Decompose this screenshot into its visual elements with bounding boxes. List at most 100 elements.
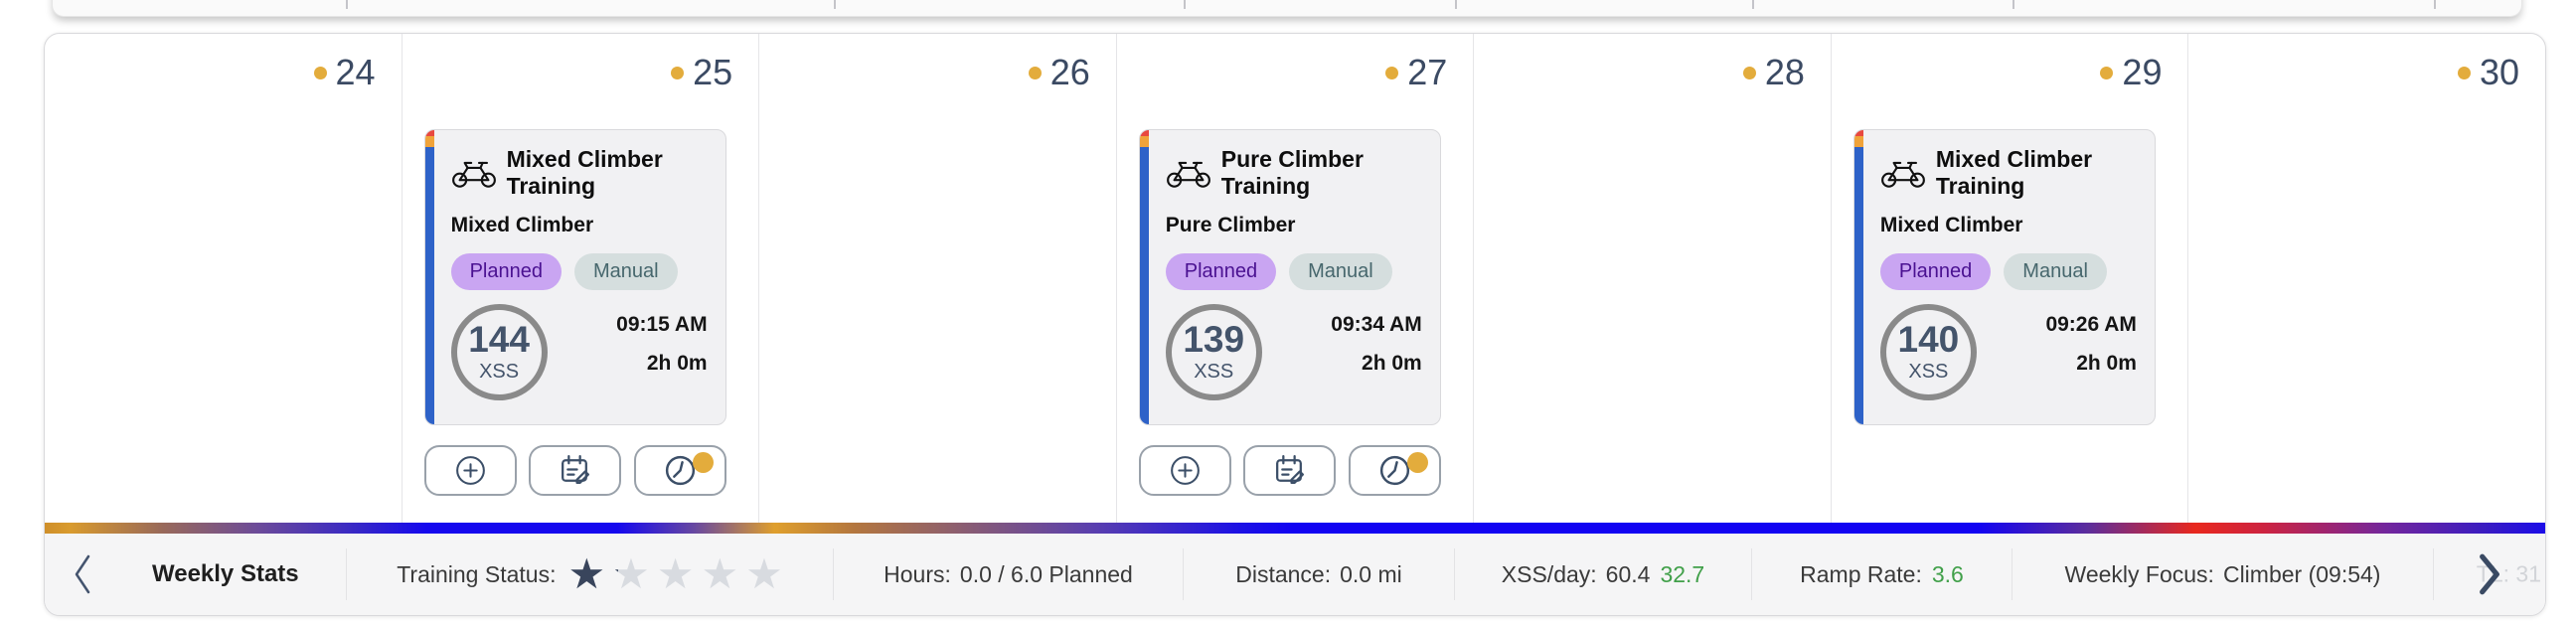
day-number: 27	[1407, 52, 1448, 92]
hours-label: Hours:	[884, 560, 951, 587]
day-cell-28[interactable]: 28	[1474, 34, 1832, 523]
divider	[834, 0, 836, 9]
day-header: 29	[1832, 34, 2188, 93]
clock-icon	[1379, 455, 1409, 486]
divider	[1751, 548, 1752, 600]
xss-per-day-value: 60.4	[1605, 560, 1651, 587]
workout-start-time: 09:34 AM	[1331, 313, 1422, 337]
workout-intensity-bar	[1139, 130, 1149, 424]
day-cell-25[interactable]: 25 Mixed Cli	[402, 34, 760, 523]
day-cell-24[interactable]: 24	[45, 34, 402, 523]
distance-section: Distance: 0.0 mi	[1184, 561, 1454, 588]
hours-value: 0.0 / 6.0 Planned	[959, 560, 1133, 587]
workout-intensity-bar	[1853, 130, 1863, 424]
workout-card[interactable]: Mixed Climber Training Mixed Climber Pla…	[1852, 129, 2156, 425]
badge-row: Planned Manual	[1879, 253, 2141, 291]
previous-week-button[interactable]	[71, 552, 94, 596]
planned-badge: Planned	[450, 253, 562, 291]
day-status-dot	[2458, 66, 2471, 79]
workout-card-body: Pure Climber Training Pure Climber Plann…	[1140, 130, 1440, 412]
weekly-focus-section: Weekly Focus: Climber (09:54)	[2012, 561, 2433, 588]
planned-badge: Planned	[1879, 253, 1992, 291]
xss-per-day-label: XSS/day:	[1501, 560, 1597, 587]
edit-plan-button[interactable]	[529, 445, 622, 496]
chevron-left-icon	[75, 554, 90, 594]
schedule-time-button[interactable]	[633, 445, 726, 496]
day-header: 26	[759, 34, 1116, 93]
xss-value: 144	[468, 319, 530, 361]
divider	[2433, 548, 2434, 600]
hours-section: Hours: 0.0 / 6.0 Planned	[834, 561, 1183, 588]
manual-badge: Manual	[573, 253, 678, 291]
distance-value: 0.0 mi	[1340, 560, 1402, 587]
divider	[346, 548, 347, 600]
day-cell-27[interactable]: 27 Pure Clim	[1117, 34, 1475, 523]
workout-start-time: 09:26 AM	[2045, 313, 2137, 337]
workout-duration: 2h 0m	[646, 352, 708, 376]
day-header: 30	[2188, 34, 2545, 93]
star-icon: ★★	[656, 550, 695, 597]
ramp-rate-value: 3.6	[1931, 560, 1964, 587]
day-cell-30[interactable]: 30	[2188, 34, 2545, 523]
workout-card-body: Mixed Climber Training Mixed Climber Pla…	[425, 130, 725, 412]
ramp-rate-section: Ramp Rate: 3.6	[1752, 561, 2012, 588]
divider	[1454, 548, 1455, 600]
week-grid: 24 25	[45, 34, 2545, 523]
xss-value: 139	[1183, 319, 1245, 361]
day-header: 27	[1117, 34, 1474, 93]
workout-card[interactable]: Mixed Climber Training Mixed Climber Pla…	[423, 129, 726, 425]
day-status-dot	[313, 66, 327, 79]
cycling-icon	[1880, 157, 1926, 189]
weekly-stats-title: Weekly Stats	[152, 560, 299, 587]
cycling-icon	[451, 157, 497, 189]
weekly-stats-bar: Weekly Stats Training Status: ★★ ★★ ★★ ★…	[45, 534, 2545, 615]
xss-score-circle: 140 XSS	[1879, 304, 1977, 401]
calendar-edit-icon	[1276, 454, 1305, 484]
add-workout-button[interactable]	[1138, 445, 1231, 496]
xss-score-circle: 139 XSS	[1165, 304, 1262, 401]
badge-row: Planned Manual	[1165, 253, 1426, 291]
day-status-dot	[2100, 66, 2114, 79]
workout-subtitle: Pure Climber	[1165, 214, 1296, 237]
edit-plan-button[interactable]	[1243, 445, 1337, 496]
training-status-section: Training Status: ★★ ★★ ★★ ★★ ★★	[347, 553, 833, 595]
workout-action-row	[1138, 445, 1441, 496]
plus-circle-icon	[455, 456, 485, 485]
workout-title: Mixed Climber Training	[506, 146, 663, 200]
plus-circle-icon	[1170, 456, 1200, 485]
manual-badge: Manual	[1289, 253, 1392, 291]
notification-dot	[1406, 452, 1428, 473]
next-stats-button[interactable]	[2476, 551, 2503, 597]
add-workout-button[interactable]	[423, 445, 517, 496]
training-status-label: Training Status:	[397, 560, 557, 587]
day-header: 24	[45, 34, 402, 93]
ramp-rate-label: Ramp Rate:	[1800, 560, 1922, 587]
schedule-time-button[interactable]	[1348, 445, 1441, 496]
next-stats-section: TL: 31	[2434, 551, 2545, 597]
calendar-edit-icon	[562, 454, 590, 484]
weekly-focus-gradient-bar	[45, 523, 2545, 534]
xss-score-circle: 144 XSS	[450, 304, 548, 401]
divider	[1455, 0, 1457, 9]
star-icon: ★★	[701, 550, 739, 597]
star-icon: ★★	[745, 550, 783, 597]
xss-label: XSS	[1908, 361, 1949, 384]
day-number: 28	[1764, 52, 1805, 92]
workout-intensity-bar	[424, 130, 434, 424]
divider	[1752, 0, 1754, 9]
workout-subtitle: Mixed Climber	[450, 214, 594, 237]
xss-per-day-section: XSS/day: 60.4 32.7	[1455, 561, 1751, 588]
day-number: 26	[1049, 52, 1090, 92]
xss-per-day-target: 32.7	[1660, 560, 1705, 587]
workout-card-body: Mixed Climber Training Mixed Climber Pla…	[1854, 130, 2155, 412]
distance-label: Distance:	[1235, 560, 1332, 587]
divider	[833, 548, 834, 600]
day-cell-26[interactable]: 26	[759, 34, 1117, 523]
day-number: 30	[2480, 52, 2520, 92]
day-cell-29[interactable]: 29 Mixed Cli	[1832, 34, 2189, 523]
divider	[1183, 548, 1184, 600]
workout-action-row	[423, 445, 726, 496]
week-panel: 24 25	[44, 33, 2546, 616]
workout-card[interactable]: Pure Climber Training Pure Climber Plann…	[1138, 129, 1441, 425]
workout-title: Pure Climber Training	[1220, 146, 1364, 200]
